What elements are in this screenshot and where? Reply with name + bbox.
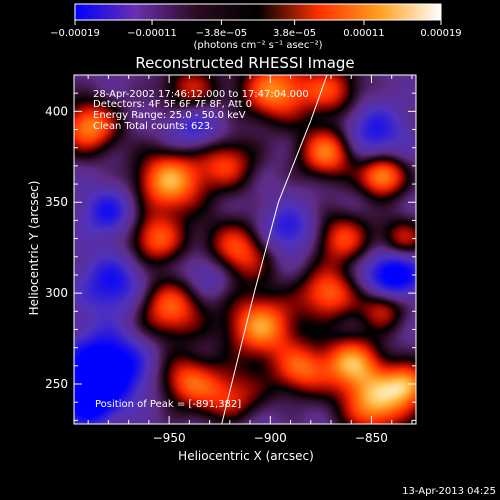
colorbar-ticks: [74, 20, 442, 25]
x-tick-label: −900: [254, 431, 287, 445]
x-axis-label: Heliocentric X (arcsec): [178, 449, 314, 463]
plot-frame: [73, 74, 417, 425]
info-line-detectors: Detectors: 4F 5F 6F 7F 8F, Att 0: [93, 99, 252, 110]
colorbar-tick-label: −0.00019: [50, 28, 100, 39]
y-axis-tick-labels: 250 300 350 400: [45, 104, 68, 391]
info-block: 28-Apr-2002 17:46:12.000 to 17:47:04.000…: [93, 89, 309, 132]
colorbar-tick-label: −3.8e−05: [196, 28, 248, 39]
y-tick-label: 300: [45, 286, 68, 300]
x-tick-label: −850: [355, 431, 388, 445]
info-line-time: 28-Apr-2002 17:46:12.000 to 17:47:04.000: [93, 89, 309, 100]
y-axis-label: Heliocentric Y (arcsec): [27, 181, 41, 316]
x-axis-tick-labels: −950 −900 −850: [153, 431, 388, 445]
y-tick-label: 350: [45, 195, 68, 209]
footer-timestamp: 13-Apr-2013 04:25: [402, 486, 496, 497]
colorbar-tick-label: 3.8e−05: [273, 28, 316, 39]
x-axis-ticks: [87, 75, 413, 424]
colorbar-tick-labels: −0.00019 −0.00011 −3.8e−05 3.8e−05 0.00011 0.…: [50, 28, 462, 39]
colorbar-tick-label: 0.00019: [420, 28, 461, 39]
y-tick-label: 250: [45, 377, 68, 391]
colorbar-tick-label: −0.00011: [127, 28, 177, 39]
y-axis-ticks: [74, 74, 416, 421]
colorbar-unit-label: (photons cm⁻² s⁻¹ asec⁻²): [193, 40, 322, 51]
chart-title: Reconstructed RHESSI Image: [135, 54, 354, 72]
colorbar: [74, 3, 442, 21]
peak-position-label: Position of Peak = [-891,382]: [95, 399, 241, 410]
info-line-clean: Clean Total counts: 623.: [93, 121, 213, 132]
x-tick-label: −950: [153, 431, 186, 445]
info-line-energy: Energy Range: 25.0 - 50.0 keV: [93, 110, 246, 121]
solar-limb-line: [221, 75, 328, 424]
y-tick-label: 400: [45, 104, 68, 118]
heatmap-image: [74, 75, 416, 424]
colorbar-tick-label: 0.00011: [343, 28, 384, 39]
plot-area: [74, 75, 416, 424]
